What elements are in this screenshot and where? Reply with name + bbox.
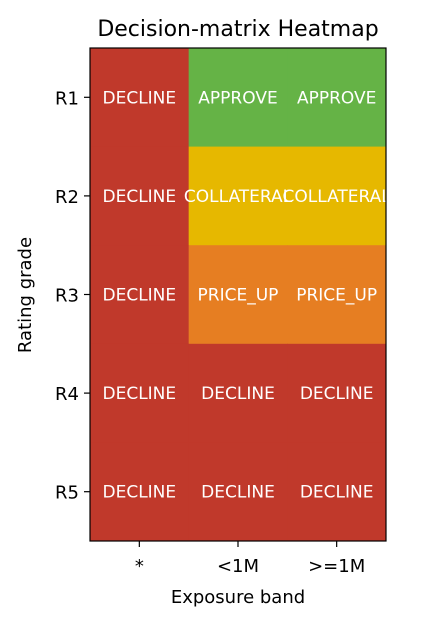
heatmap-cell (188, 245, 288, 345)
heatmap-cell (188, 343, 288, 443)
heatmap-cell-label: COLLATERAL (283, 187, 392, 207)
y-tick-label: R3 (55, 286, 79, 307)
heatmap-cell-label: APPROVE (297, 88, 376, 108)
heatmap-cell (90, 146, 190, 246)
heatmap-cell-label: DECLINE (103, 187, 177, 207)
heatmap-cell-label: DECLINE (103, 483, 177, 503)
heatmap-cell (287, 343, 387, 443)
heatmap-cell (90, 48, 190, 148)
heatmap-cell-label: DECLINE (300, 483, 374, 503)
heatmap-cell (287, 146, 387, 246)
heatmap-cells (90, 48, 387, 542)
heatmap-cell-label: DECLINE (103, 384, 177, 404)
x-tick-label: >=1M (308, 556, 365, 577)
heatmap-cell (287, 245, 387, 345)
x-axis-ticks: * <1M >=1M (135, 541, 365, 577)
y-tick-label: R1 (55, 88, 79, 109)
heatmap-cell (188, 146, 288, 246)
heatmap-cell-label: APPROVE (198, 88, 277, 108)
heatmap-cell (287, 48, 387, 148)
y-tick-label: R2 (55, 187, 79, 208)
heatmap-cell-label: DECLINE (300, 384, 374, 404)
heatmap-cell-label: COLLATERAL (184, 187, 293, 207)
heatmap-cell-label: DECLINE (201, 483, 275, 503)
heatmap-cell-label: PRICE_UP (198, 286, 279, 306)
heatmap-cell (188, 48, 288, 148)
heatmap-cell-label: DECLINE (103, 88, 177, 108)
y-axis-ticks: R1 R2 R3 R4 R5 (55, 88, 90, 504)
heatmap-cell (188, 442, 288, 542)
y-tick-label: R4 (55, 384, 79, 405)
heatmap-cell (90, 442, 190, 542)
heatmap-cell-label: PRICE_UP (296, 286, 377, 306)
heatmap-cell (287, 442, 387, 542)
y-axis-label: Rating grade (15, 237, 36, 353)
heatmap-cell (90, 343, 190, 443)
chart-title: Decision-matrix Heatmap (97, 17, 378, 42)
heatmap-cell (90, 245, 190, 345)
x-axis-label: Exposure band (171, 587, 305, 608)
heatmap-cell-label: DECLINE (201, 384, 275, 404)
y-tick-label: R5 (55, 483, 79, 504)
heatmap-cell-labels: DECLINE APPROVE APPROVE DECLINE COLLATERALCO… (103, 88, 392, 502)
heatmap-cell-label: DECLINE (103, 286, 177, 306)
x-tick-label: <1M (217, 556, 259, 577)
x-tick-label: * (135, 556, 144, 577)
